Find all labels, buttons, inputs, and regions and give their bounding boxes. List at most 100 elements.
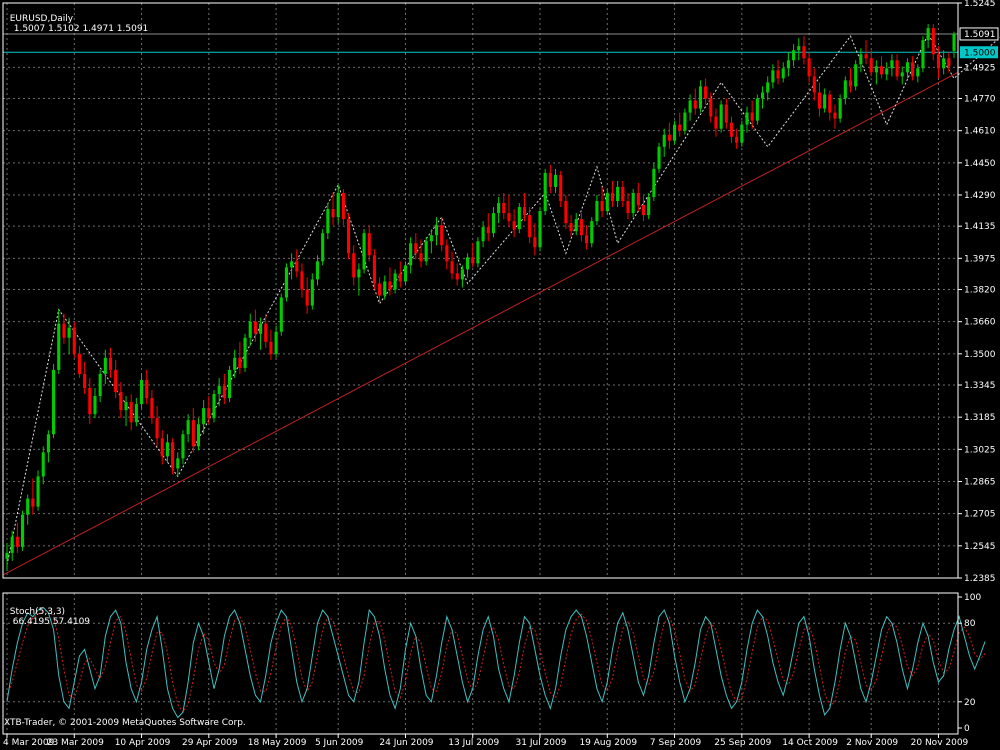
- candle: [848, 68, 853, 93]
- candle-body: [916, 68, 920, 77]
- candle-body: [398, 273, 402, 282]
- candle-body: [895, 60, 899, 77]
- candle-body: [393, 273, 397, 290]
- candle-body: [88, 388, 92, 415]
- candle-body: [93, 396, 97, 415]
- candle-body: [212, 394, 216, 419]
- candle-body: [321, 233, 325, 262]
- candle-body: [792, 50, 796, 61]
- candle: [921, 36, 925, 73]
- candle: [46, 430, 50, 463]
- candle: [36, 470, 40, 511]
- price-tick-label: 1.2865: [964, 477, 996, 487]
- candle-body: [936, 54, 941, 69]
- candle-body: [119, 392, 123, 411]
- time-tick-label: 19 Aug 2009: [579, 738, 637, 748]
- candle-body: [403, 265, 408, 282]
- price-tick-label: 1.4770: [964, 94, 996, 104]
- candle: [947, 52, 951, 73]
- candle-body: [186, 420, 190, 435]
- candle-body: [466, 257, 470, 270]
- current-price-box: [959, 27, 999, 41]
- candle-body: [911, 62, 915, 77]
- candle: [585, 225, 589, 250]
- candle-body: [471, 257, 475, 264]
- candle-body: [233, 357, 237, 370]
- candle-body: [5, 552, 9, 559]
- candle: [797, 38, 801, 61]
- candle: [838, 94, 842, 123]
- candle-body: [543, 172, 547, 212]
- candle: [859, 48, 863, 73]
- candle: [62, 313, 66, 344]
- candle: [300, 263, 304, 298]
- candle: [729, 116, 734, 143]
- candle-body: [31, 498, 35, 507]
- candle: [517, 203, 521, 234]
- candle-body: [248, 321, 252, 338]
- candle: [248, 313, 252, 346]
- candle: [548, 164, 552, 193]
- candle: [781, 62, 785, 83]
- candle-body: [512, 221, 516, 230]
- candle: [93, 388, 97, 419]
- candle: [481, 221, 485, 248]
- candle: [20, 510, 25, 551]
- candle: [579, 213, 583, 242]
- candle-body: [176, 458, 180, 469]
- candle-body: [838, 98, 842, 119]
- candle: [269, 329, 273, 360]
- candle-body: [579, 219, 583, 236]
- candle-body: [414, 243, 418, 254]
- candle: [165, 434, 169, 463]
- chart-frame: [2, 2, 959, 735]
- candle: [352, 245, 356, 286]
- candle: [559, 170, 563, 208]
- candle: [233, 349, 237, 378]
- candle-body: [528, 215, 532, 238]
- candle: [331, 192, 335, 226]
- candle: [310, 273, 314, 310]
- candle: [52, 363, 56, 439]
- candle-body: [522, 207, 527, 216]
- candle: [905, 58, 909, 79]
- candle-body: [848, 80, 853, 87]
- candle-body: [481, 227, 485, 242]
- price-tick-label: 1.3820: [964, 285, 996, 295]
- candle-body: [709, 98, 713, 117]
- candle-body: [36, 476, 40, 507]
- candle: [466, 253, 470, 278]
- candle: [445, 239, 449, 270]
- candle: [403, 261, 408, 286]
- candle-body: [491, 213, 495, 234]
- candle-body: [57, 323, 61, 370]
- candle-body: [952, 33, 956, 51]
- candle-body: [434, 225, 439, 236]
- candle: [662, 128, 666, 157]
- candle-body: [300, 271, 304, 290]
- candle: [595, 195, 599, 226]
- candle-body: [879, 66, 884, 75]
- candle: [264, 313, 268, 348]
- candle: [605, 188, 609, 216]
- price-tick-label: 1.3185: [964, 413, 996, 423]
- candle: [295, 249, 299, 278]
- candle: [321, 229, 325, 266]
- candle: [305, 277, 309, 314]
- candle-body: [284, 267, 288, 298]
- candle-body: [657, 146, 661, 169]
- candle: [238, 341, 242, 374]
- candle: [362, 229, 366, 274]
- candle: [409, 237, 413, 274]
- candle-body: [346, 219, 351, 254]
- candle-body: [636, 192, 640, 206]
- candle-body: [569, 223, 573, 232]
- candle-body: [77, 353, 82, 374]
- candle-body: [114, 369, 118, 393]
- candle: [202, 400, 206, 435]
- candle: [735, 128, 739, 149]
- candle: [574, 213, 578, 236]
- candle: [802, 36, 806, 65]
- candle: [346, 213, 351, 260]
